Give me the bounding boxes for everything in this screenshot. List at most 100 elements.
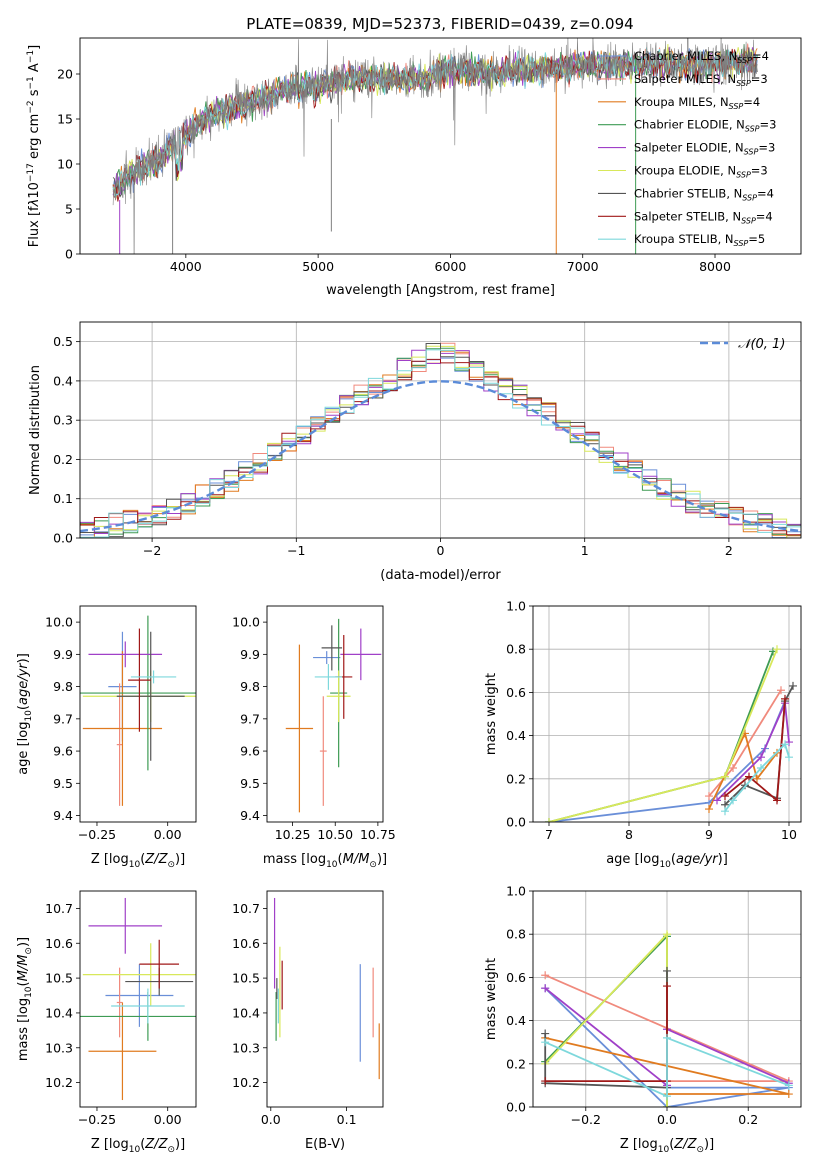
weight-marker bbox=[541, 1038, 550, 1047]
x-tick-label: 9 bbox=[705, 827, 713, 842]
spectrum-xlabel: wavelength [Angstrom, rest frame] bbox=[326, 283, 555, 298]
weight-line-7 bbox=[724, 698, 786, 803]
weight-marker bbox=[729, 764, 737, 772]
weight-marker bbox=[757, 753, 765, 762]
weight-marker bbox=[784, 1090, 793, 1099]
ebv-mass-frame bbox=[266, 890, 384, 1108]
y-tick-label: 5 bbox=[65, 202, 73, 217]
y-tick-label: 10.0 bbox=[232, 615, 260, 630]
y-tick-label: 0.0 bbox=[506, 815, 526, 830]
weight-marker bbox=[663, 1092, 671, 1101]
residuals-ylabel: Normed distribution bbox=[28, 365, 43, 495]
y-tick-label: 10.6 bbox=[45, 936, 73, 951]
x-tick-label: −1 bbox=[287, 543, 305, 558]
weight-marker bbox=[789, 681, 797, 690]
z-mass-frame bbox=[79, 890, 197, 1108]
y-tick-label: 10.2 bbox=[232, 1075, 260, 1090]
z-mass-ylabel: mass [log10(M/M⊙)] bbox=[16, 937, 34, 1061]
weight-marker bbox=[721, 807, 729, 816]
normal-reference-curve bbox=[80, 380, 801, 533]
z-weight-frame bbox=[532, 890, 802, 1108]
weight-marker bbox=[777, 686, 785, 695]
weight-line-0 bbox=[544, 987, 789, 1107]
y-tick-label: 9.4 bbox=[53, 808, 73, 823]
y-tick-label: 0.2 bbox=[506, 1056, 526, 1071]
weight-marker bbox=[541, 1077, 550, 1086]
weight-marker bbox=[663, 966, 671, 975]
mass-age-xlabel: mass [log10(M/M⊙)] bbox=[263, 852, 387, 870]
residuals-frame bbox=[79, 321, 802, 539]
z-age-axes: −0.25 0.00 9.4 9.5 9.6 9.7 9.8 9.9 10.0 bbox=[45, 615, 182, 842]
x-tick-label: 8000 bbox=[699, 259, 731, 274]
y-tick-label: 10.5 bbox=[45, 971, 73, 986]
y-tick-label: 0.0 bbox=[53, 531, 73, 546]
weight-marker bbox=[757, 764, 765, 772]
legend-entry: Kroupa ELODIE, NSSP=3 bbox=[634, 164, 768, 180]
legend-entry: Chabrier STELIB, NSSP=4 bbox=[634, 186, 774, 202]
legend-entry: Salpeter STELIB, NSSP=4 bbox=[634, 209, 773, 225]
y-tick-label: 0.4 bbox=[506, 1013, 526, 1028]
z-age-ylabel: age [log10(age/yr)] bbox=[16, 653, 34, 775]
observed-spectrum bbox=[112, 38, 758, 254]
legend-entry: Kroupa MILES, NSSP=4 bbox=[634, 95, 760, 111]
y-tick-label: 10 bbox=[57, 157, 73, 172]
spectrum-frame bbox=[79, 37, 802, 255]
weight-marker bbox=[745, 772, 753, 781]
residuals-xlabel: (data-model)/error bbox=[380, 568, 501, 583]
y-tick-label: 9.8 bbox=[240, 679, 260, 694]
x-tick-label: 0.2 bbox=[738, 1112, 758, 1127]
x-tick-label: −2 bbox=[143, 543, 161, 558]
weight-marker bbox=[773, 645, 781, 654]
histogram-steps bbox=[80, 342, 801, 538]
y-tick-label: 10.7 bbox=[232, 901, 260, 916]
weight-marker bbox=[713, 796, 721, 805]
y-tick-label: 10.3 bbox=[232, 1040, 260, 1055]
histogram-7 bbox=[80, 358, 801, 538]
x-tick-label: 0.1 bbox=[337, 1112, 357, 1127]
y-tick-label: 0.4 bbox=[53, 373, 73, 388]
weight-marker bbox=[705, 792, 713, 801]
x-tick-label: 0.0 bbox=[261, 1112, 281, 1127]
y-tick-label: 10.6 bbox=[232, 936, 260, 951]
y-tick-label: 9.6 bbox=[240, 744, 260, 759]
histogram-4 bbox=[80, 349, 801, 534]
y-tick-label: 20 bbox=[57, 67, 73, 82]
y-tick-label: 1.0 bbox=[506, 599, 526, 614]
z-age-xlabel: Z [log10(Z/Z⊙)] bbox=[91, 852, 185, 870]
z-weight-ylabel: mass weight bbox=[484, 958, 499, 1040]
age-weight-xlabel: age [log10(age/yr)] bbox=[606, 852, 728, 870]
legend-entry: Salpeter MILES, NSSP=3 bbox=[634, 72, 768, 88]
weight-marker bbox=[784, 1081, 793, 1090]
weight-marker bbox=[773, 796, 781, 805]
x-tick-label: 7 bbox=[545, 827, 553, 842]
weight-marker bbox=[781, 740, 789, 749]
x-tick-label: 4000 bbox=[170, 259, 202, 274]
ebv-mass-axes: 0.0 0.1 10.2 10.3 10.4 10.5 10.6 10.7 bbox=[232, 901, 356, 1127]
spectrum-axes: 4000 5000 6000 7000 8000 0 5 10 15 20 bbox=[57, 67, 731, 275]
age-weight-ylabel: mass weight bbox=[484, 673, 499, 755]
x-tick-label: 10.25 bbox=[275, 827, 311, 842]
y-tick-label: 10.4 bbox=[232, 1005, 260, 1020]
y-tick-label: 9.7 bbox=[240, 711, 260, 726]
z-weight-xlabel: Z [log10(Z/Z⊙)] bbox=[620, 1137, 714, 1155]
y-tick-label: 9.7 bbox=[53, 711, 73, 726]
y-tick-label: 15 bbox=[57, 112, 73, 127]
weight-marker bbox=[545, 818, 553, 822]
weight-marker bbox=[705, 805, 713, 814]
x-tick-label: 0 bbox=[437, 543, 445, 558]
z-age-frame bbox=[79, 605, 197, 823]
weight-marker bbox=[663, 930, 671, 939]
y-tick-label: 0.2 bbox=[53, 452, 73, 467]
y-tick-label: 0.2 bbox=[506, 771, 526, 786]
weight-marker bbox=[541, 971, 550, 980]
y-tick-label: 9.9 bbox=[240, 647, 260, 662]
y-tick-label: 10.5 bbox=[232, 971, 260, 986]
weight-marker bbox=[541, 984, 550, 993]
x-tick-label: 0.00 bbox=[154, 1112, 182, 1127]
x-tick-label: 2 bbox=[725, 543, 733, 558]
y-tick-label: 10.7 bbox=[45, 901, 73, 916]
mass-age-errorbars bbox=[285, 618, 382, 813]
weight-marker bbox=[785, 753, 793, 762]
y-tick-label: 0.0 bbox=[506, 1100, 526, 1115]
